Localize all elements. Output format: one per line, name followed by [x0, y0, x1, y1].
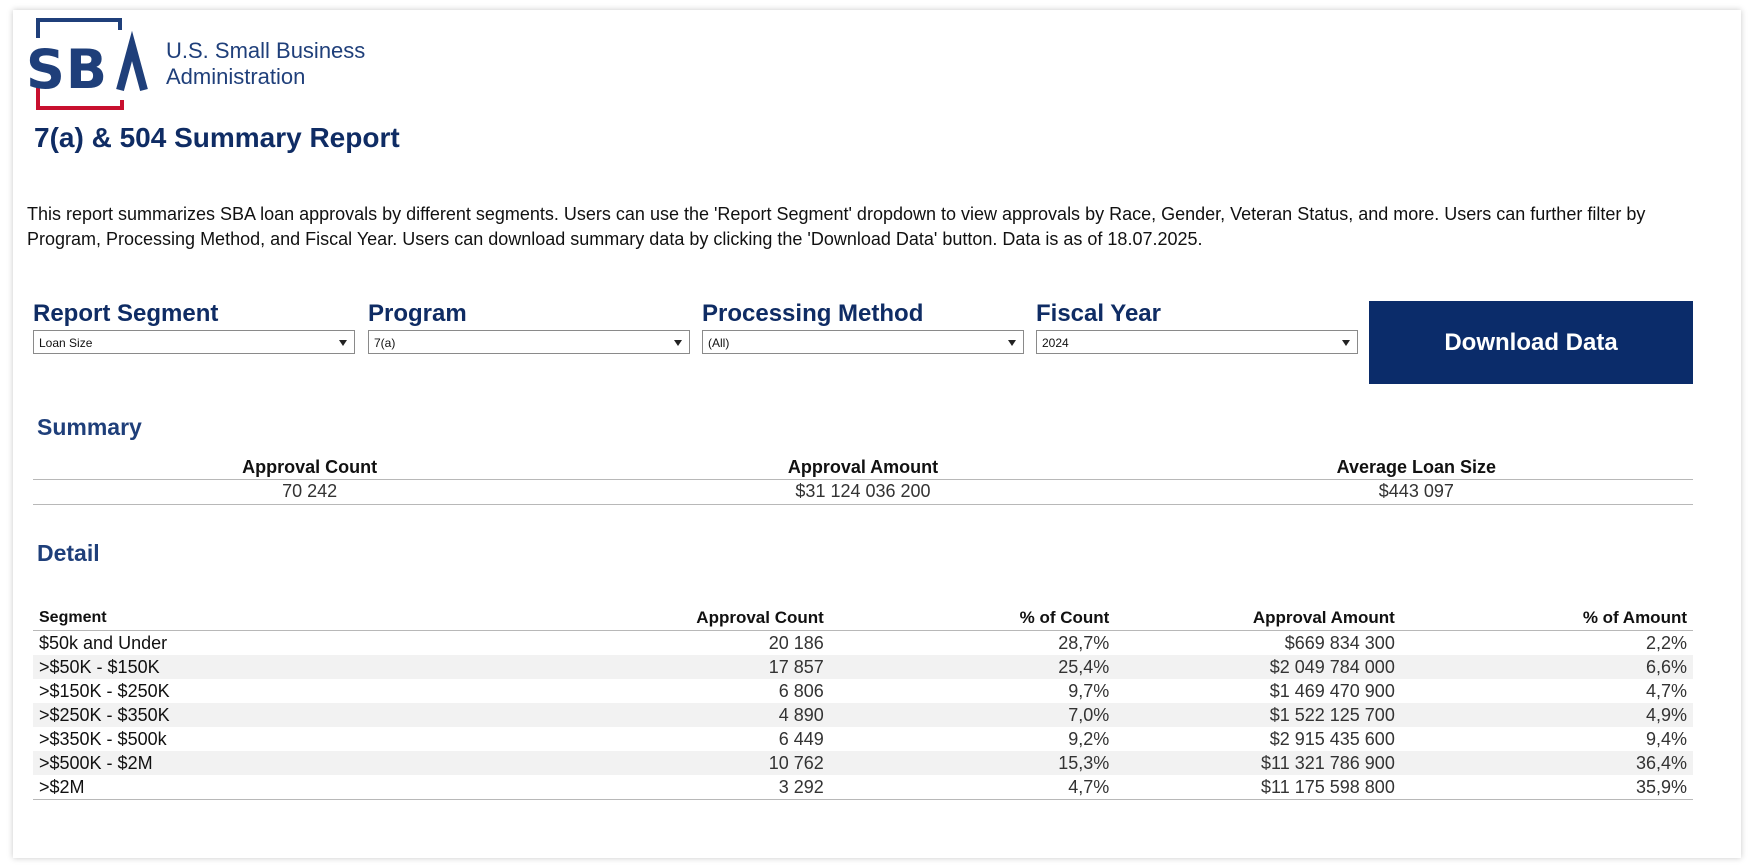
amount-pct-cell: 4,7%	[1645, 680, 1687, 701]
logo-text: U.S. Small Business Administration	[166, 38, 365, 90]
filter-label: Processing Method	[702, 300, 924, 327]
amount-cell: $669 834 300	[1284, 632, 1395, 653]
report-segment-dropdown[interactable]: Loan Size	[33, 330, 355, 354]
table-row: >$350K - $500k 6 449 9,2% $2 915 435 600…	[33, 727, 1693, 751]
logo-line-2: Administration	[166, 64, 306, 89]
segment-cell: >$350K - $500k	[39, 728, 167, 749]
filter-processing-method: Processing Method (All)	[702, 300, 1024, 354]
dropdown-value: (All)	[708, 336, 730, 350]
column-header[interactable]: % of Count	[829, 606, 1116, 631]
column-header[interactable]: % of Amount	[1400, 606, 1693, 631]
fiscal-year-dropdown[interactable]: 2024	[1036, 330, 1358, 354]
summary-header: Approval Count	[33, 455, 587, 480]
amount-cell: $1 522 125 700	[1115, 703, 1401, 727]
column-header[interactable]: Segment	[33, 606, 365, 631]
table-row: >$500K - $2M 10 762 15,3% $11 321 786 90…	[33, 751, 1693, 775]
dropdown-value: 2024	[1042, 336, 1069, 350]
summary-header: Approval Amount	[586, 455, 1140, 480]
detail-table: Segment Approval Count % of Count Approv…	[33, 606, 1693, 800]
summary-value-row: 70 242 $31 124 036 200 $443 097	[33, 479, 1693, 505]
chevron-down-icon	[1008, 340, 1016, 346]
count-pct-cell: 15,3%	[829, 751, 1116, 775]
filter-label: Report Segment	[33, 300, 219, 327]
count-cell: 6 806	[778, 680, 824, 701]
program-dropdown[interactable]: 7(a)	[368, 330, 690, 354]
summary-table: Approval Count Approval Amount Average L…	[33, 455, 1693, 505]
segment-cell: $50k and Under	[39, 632, 168, 653]
count-pct-cell: 28,7%	[1058, 632, 1110, 653]
table-row: $50k and Under 20 186 28,7% $669 834 300…	[33, 631, 1693, 656]
summary-header: Average Loan Size	[1139, 455, 1693, 480]
chevron-down-icon	[674, 340, 682, 346]
summary-value: $443 097	[1139, 479, 1693, 505]
summary-value: 70 242	[33, 479, 587, 505]
download-data-button[interactable]: Download Data	[1369, 301, 1693, 384]
count-cell: 4 890	[365, 703, 830, 727]
amount-pct-cell: 4,9%	[1400, 703, 1693, 727]
table-row: >$2M 3 292 4,7% $11 175 598 800 35,9%	[33, 775, 1693, 800]
amount-pct-cell: 6,6%	[1400, 655, 1693, 679]
segment-cell: >$250K - $350K	[33, 703, 365, 727]
table-row: >$50K - $150K 17 857 25,4% $2 049 784 00…	[33, 655, 1693, 679]
amount-cell: $2 915 435 600	[1269, 728, 1395, 749]
chevron-down-icon	[339, 340, 347, 346]
count-pct-cell: 4,7%	[829, 775, 1116, 800]
summary-header-row: Approval Count Approval Amount Average L…	[33, 455, 1693, 480]
amount-pct-cell: 9,4%	[1645, 728, 1687, 749]
table-row: >$150K - $250K 6 806 9,7% $1 469 470 900…	[33, 679, 1693, 703]
column-header[interactable]: Approval Count	[365, 606, 830, 631]
count-cell: 17 857	[365, 655, 830, 679]
filter-program: Program 7(a)	[368, 300, 690, 354]
segment-cell: >$50K - $150K	[33, 655, 365, 679]
amount-pct-cell: 36,4%	[1400, 751, 1693, 775]
filter-fiscal-year: Fiscal Year 2024	[1036, 300, 1358, 354]
filter-label: Program	[368, 300, 467, 327]
summary-title: Summary	[37, 414, 142, 440]
logo-line-1: U.S. Small Business	[166, 38, 366, 63]
filter-label: Fiscal Year	[1036, 300, 1161, 327]
sba-logo[interactable]: SB U.S. Small Business Administration	[26, 16, 366, 112]
amount-pct-cell: 35,9%	[1400, 775, 1693, 800]
count-cell: 20 186	[768, 632, 824, 653]
count-pct-cell: 9,2%	[1068, 728, 1110, 749]
segment-cell: >$2M	[33, 775, 365, 800]
filter-report-segment: Report Segment Loan Size	[33, 300, 355, 354]
chevron-down-icon	[1342, 340, 1350, 346]
count-cell: 6 449	[778, 728, 824, 749]
amount-cell: $1 469 470 900	[1269, 680, 1395, 701]
sba-logo-mark: SB	[26, 18, 148, 110]
report-description: This report summarizes SBA loan approval…	[27, 204, 1646, 249]
amount-pct-cell: 2,2%	[1645, 632, 1687, 653]
amount-cell: $11 175 598 800	[1115, 775, 1401, 800]
segment-cell: >$150K - $250K	[39, 680, 170, 701]
detail-header-row: Segment Approval Count % of Count Approv…	[33, 606, 1693, 631]
summary-value: $31 124 036 200	[586, 479, 1140, 505]
processing-method-dropdown[interactable]: (All)	[702, 330, 1024, 354]
svg-text:SB: SB	[26, 38, 108, 101]
dropdown-value: Loan Size	[39, 336, 93, 350]
page-title: 7(a) & 504 Summary Report	[34, 122, 400, 153]
column-header[interactable]: Approval Amount	[1115, 606, 1401, 631]
amount-cell: $2 049 784 000	[1115, 655, 1401, 679]
count-pct-cell: 25,4%	[829, 655, 1116, 679]
dropdown-value: 7(a)	[374, 336, 396, 350]
detail-title: Detail	[37, 540, 100, 566]
count-cell: 3 292	[365, 775, 830, 800]
count-cell: 10 762	[365, 751, 830, 775]
table-row: >$250K - $350K 4 890 7,0% $1 522 125 700…	[33, 703, 1693, 727]
count-pct-cell: 9,7%	[1068, 680, 1110, 701]
segment-cell: >$500K - $2M	[33, 751, 365, 775]
amount-cell: $11 321 786 900	[1115, 751, 1401, 775]
count-pct-cell: 7,0%	[829, 703, 1116, 727]
